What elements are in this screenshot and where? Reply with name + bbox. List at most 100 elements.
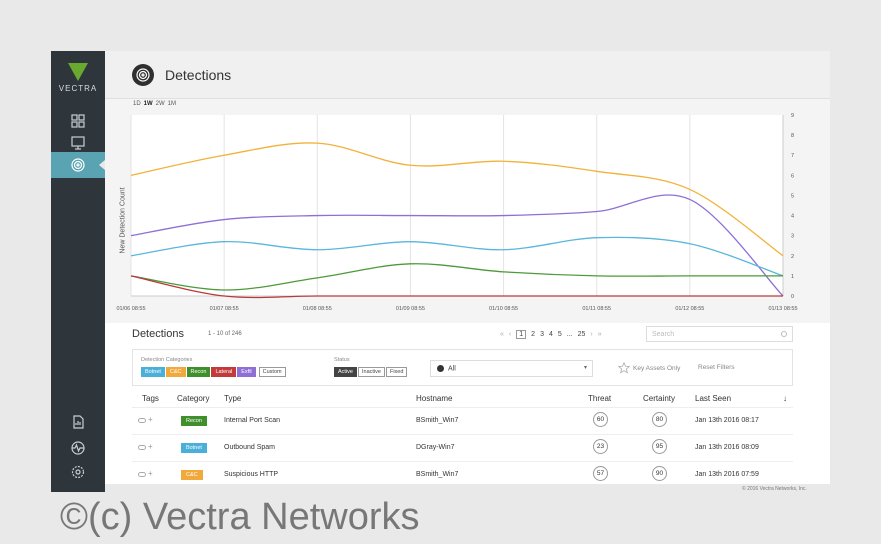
y-tick-label: 3	[791, 234, 794, 240]
settings-gear-icon	[71, 465, 85, 479]
x-tick-label: 01/08 08:55	[303, 306, 332, 312]
add-tag-icon[interactable]: +	[148, 469, 153, 478]
series-line-5	[130, 275, 783, 299]
add-tag-icon[interactable]: +	[148, 415, 153, 424]
certainty-score: 95	[652, 439, 667, 454]
chip-exfil[interactable]: Exfil	[237, 367, 256, 377]
x-tick-label: 01/13 08:55	[768, 306, 797, 312]
brand-name: VECTRA	[58, 84, 98, 93]
copyright-footer: © 2016 Vectra Networks, Inc.	[742, 486, 807, 492]
vectra-logo[interactable]: VECTRA	[51, 63, 105, 93]
pager-page-4[interactable]: 4	[548, 331, 553, 338]
monitor-icon	[71, 136, 85, 150]
last-seen: Jan 13th 2016 08:09	[695, 444, 759, 451]
dashboard-grid-icon	[71, 114, 85, 128]
tag-icon[interactable]	[138, 472, 146, 477]
pager-prev[interactable]: ‹	[508, 331, 512, 338]
col-hostname[interactable]: Hostname	[416, 394, 453, 403]
star-icon	[618, 362, 630, 374]
detection-type[interactable]: Suspicious HTTP	[224, 471, 279, 478]
detections-target-icon	[71, 158, 85, 172]
certainty-score: 90	[652, 466, 667, 481]
key-assets-toggle[interactable]: Key Assets Only	[618, 362, 680, 374]
search-input[interactable]: Search	[646, 326, 793, 342]
status-active[interactable]: Active	[334, 367, 357, 377]
x-tick-label: 01/07 08:55	[210, 306, 239, 312]
series-line-3	[130, 236, 784, 277]
tag-icon[interactable]	[138, 418, 146, 423]
sidebar-item-settings[interactable]	[51, 459, 105, 485]
chip-botnet[interactable]: Botnet	[141, 367, 165, 377]
tag-icon[interactable]	[138, 445, 146, 450]
search-icon[interactable]	[781, 331, 787, 337]
main-content: Detections 1D 1W 2W 1M New Detection Count …	[105, 51, 830, 484]
detection-type[interactable]: Outbound Spam	[224, 444, 275, 451]
pager-page-1[interactable]: 1	[516, 330, 527, 339]
pager-page-2[interactable]: 2	[531, 331, 536, 338]
col-type[interactable]: Type	[224, 394, 242, 403]
pager-last[interactable]: »	[597, 331, 602, 338]
status-label: Status	[334, 357, 350, 363]
sidebar: VECTRA	[51, 51, 105, 492]
col-tags[interactable]: Tags	[142, 394, 159, 403]
pager-next[interactable]: ›	[590, 331, 593, 338]
sidebar-item-health[interactable]	[51, 435, 105, 461]
status-inactive[interactable]: Inactive	[357, 367, 385, 377]
hostname[interactable]: BSmith_Win7	[416, 417, 459, 424]
x-tick-label: 01/06 08:55	[116, 306, 145, 312]
y-tick-label: 6	[791, 173, 794, 179]
hostname[interactable]: BSmith_Win7	[416, 471, 459, 478]
pager-page-3[interactable]: 3	[540, 331, 544, 338]
tab-1d[interactable]: 1D	[133, 101, 141, 107]
col-certainty[interactable]: Certainty	[643, 394, 676, 403]
detections-section-title: Detections	[132, 328, 184, 340]
report-icon	[73, 415, 84, 429]
table-row[interactable]: + Botnet Outbound Spam DGray-Win7 23 95 …	[132, 434, 793, 460]
last-seen: Jan 13th 2016 07:59	[695, 471, 759, 478]
tab-1m[interactable]: 1M	[167, 101, 177, 107]
col-threat[interactable]: Threat	[588, 394, 612, 403]
chip-recon[interactable]: Recon	[186, 367, 211, 377]
detection-type[interactable]: Internal Port Scan	[224, 417, 281, 424]
status-chips: Active Inactive Fixed	[334, 367, 408, 377]
col-last-seen[interactable]: Last Seen	[695, 394, 732, 403]
chip-custom[interactable]: Custom	[258, 367, 286, 377]
y-tick-label: 7	[791, 153, 794, 159]
asset-select[interactable]: All ▾	[430, 360, 593, 377]
chip-lateral[interactable]: Lateral	[211, 367, 237, 377]
y-tick-label: 8	[791, 133, 794, 139]
network-health-icon	[71, 441, 85, 455]
x-tick-label: 01/12 08:55	[675, 306, 704, 312]
detections-header-icon	[132, 64, 154, 86]
certainty-score: 80	[652, 412, 667, 427]
hostname[interactable]: DGray-Win7	[416, 444, 455, 451]
series-line-4	[130, 263, 783, 291]
sidebar-item-reports[interactable]	[51, 409, 105, 435]
table-row[interactable]: + Recon Internal Port Scan BSmith_Win7 6…	[132, 407, 793, 433]
sort-arrow-icon[interactable]: ↓	[783, 394, 787, 403]
plot-background	[131, 115, 783, 296]
add-tag-icon[interactable]: +	[148, 442, 153, 451]
pagination: « ‹ 1 2 3 4 5 ... 25 › »	[500, 330, 602, 339]
sidebar-item-detections[interactable]	[51, 152, 105, 178]
tab-1w[interactable]: 1W	[143, 101, 153, 107]
last-seen: Jan 13th 2016 08:17	[695, 417, 759, 424]
reset-filters-link[interactable]: Reset Filters	[698, 364, 735, 371]
page-title: Detections	[165, 67, 232, 83]
y-tick-label: 5	[791, 193, 794, 199]
detections-chart: 1D 1W 2W 1M New Detection Count 01/06 08:55…	[105, 99, 830, 323]
y-tick-label: 2	[791, 254, 794, 260]
table-row[interactable]: + C&C Suspicious HTTP BSmith_Win7 57 90 …	[132, 461, 793, 484]
pager-page-last[interactable]: 25	[577, 331, 586, 338]
tab-2w[interactable]: 2W	[155, 101, 165, 107]
watermark: ©(c) Vectra Networks	[60, 496, 420, 538]
sidebar-item-dashboard[interactable]	[51, 108, 105, 134]
pager-page-5[interactable]: 5	[557, 331, 562, 338]
pager-first[interactable]: «	[500, 331, 504, 338]
col-category[interactable]: Category	[177, 394, 210, 403]
y-tick-label: 4	[791, 214, 794, 220]
pager-ellipsis: ...	[566, 331, 573, 338]
status-fixed[interactable]: Fixed	[385, 367, 408, 377]
sidebar-item-hosts[interactable]	[51, 130, 105, 156]
chip-cc[interactable]: C&C	[165, 367, 186, 377]
